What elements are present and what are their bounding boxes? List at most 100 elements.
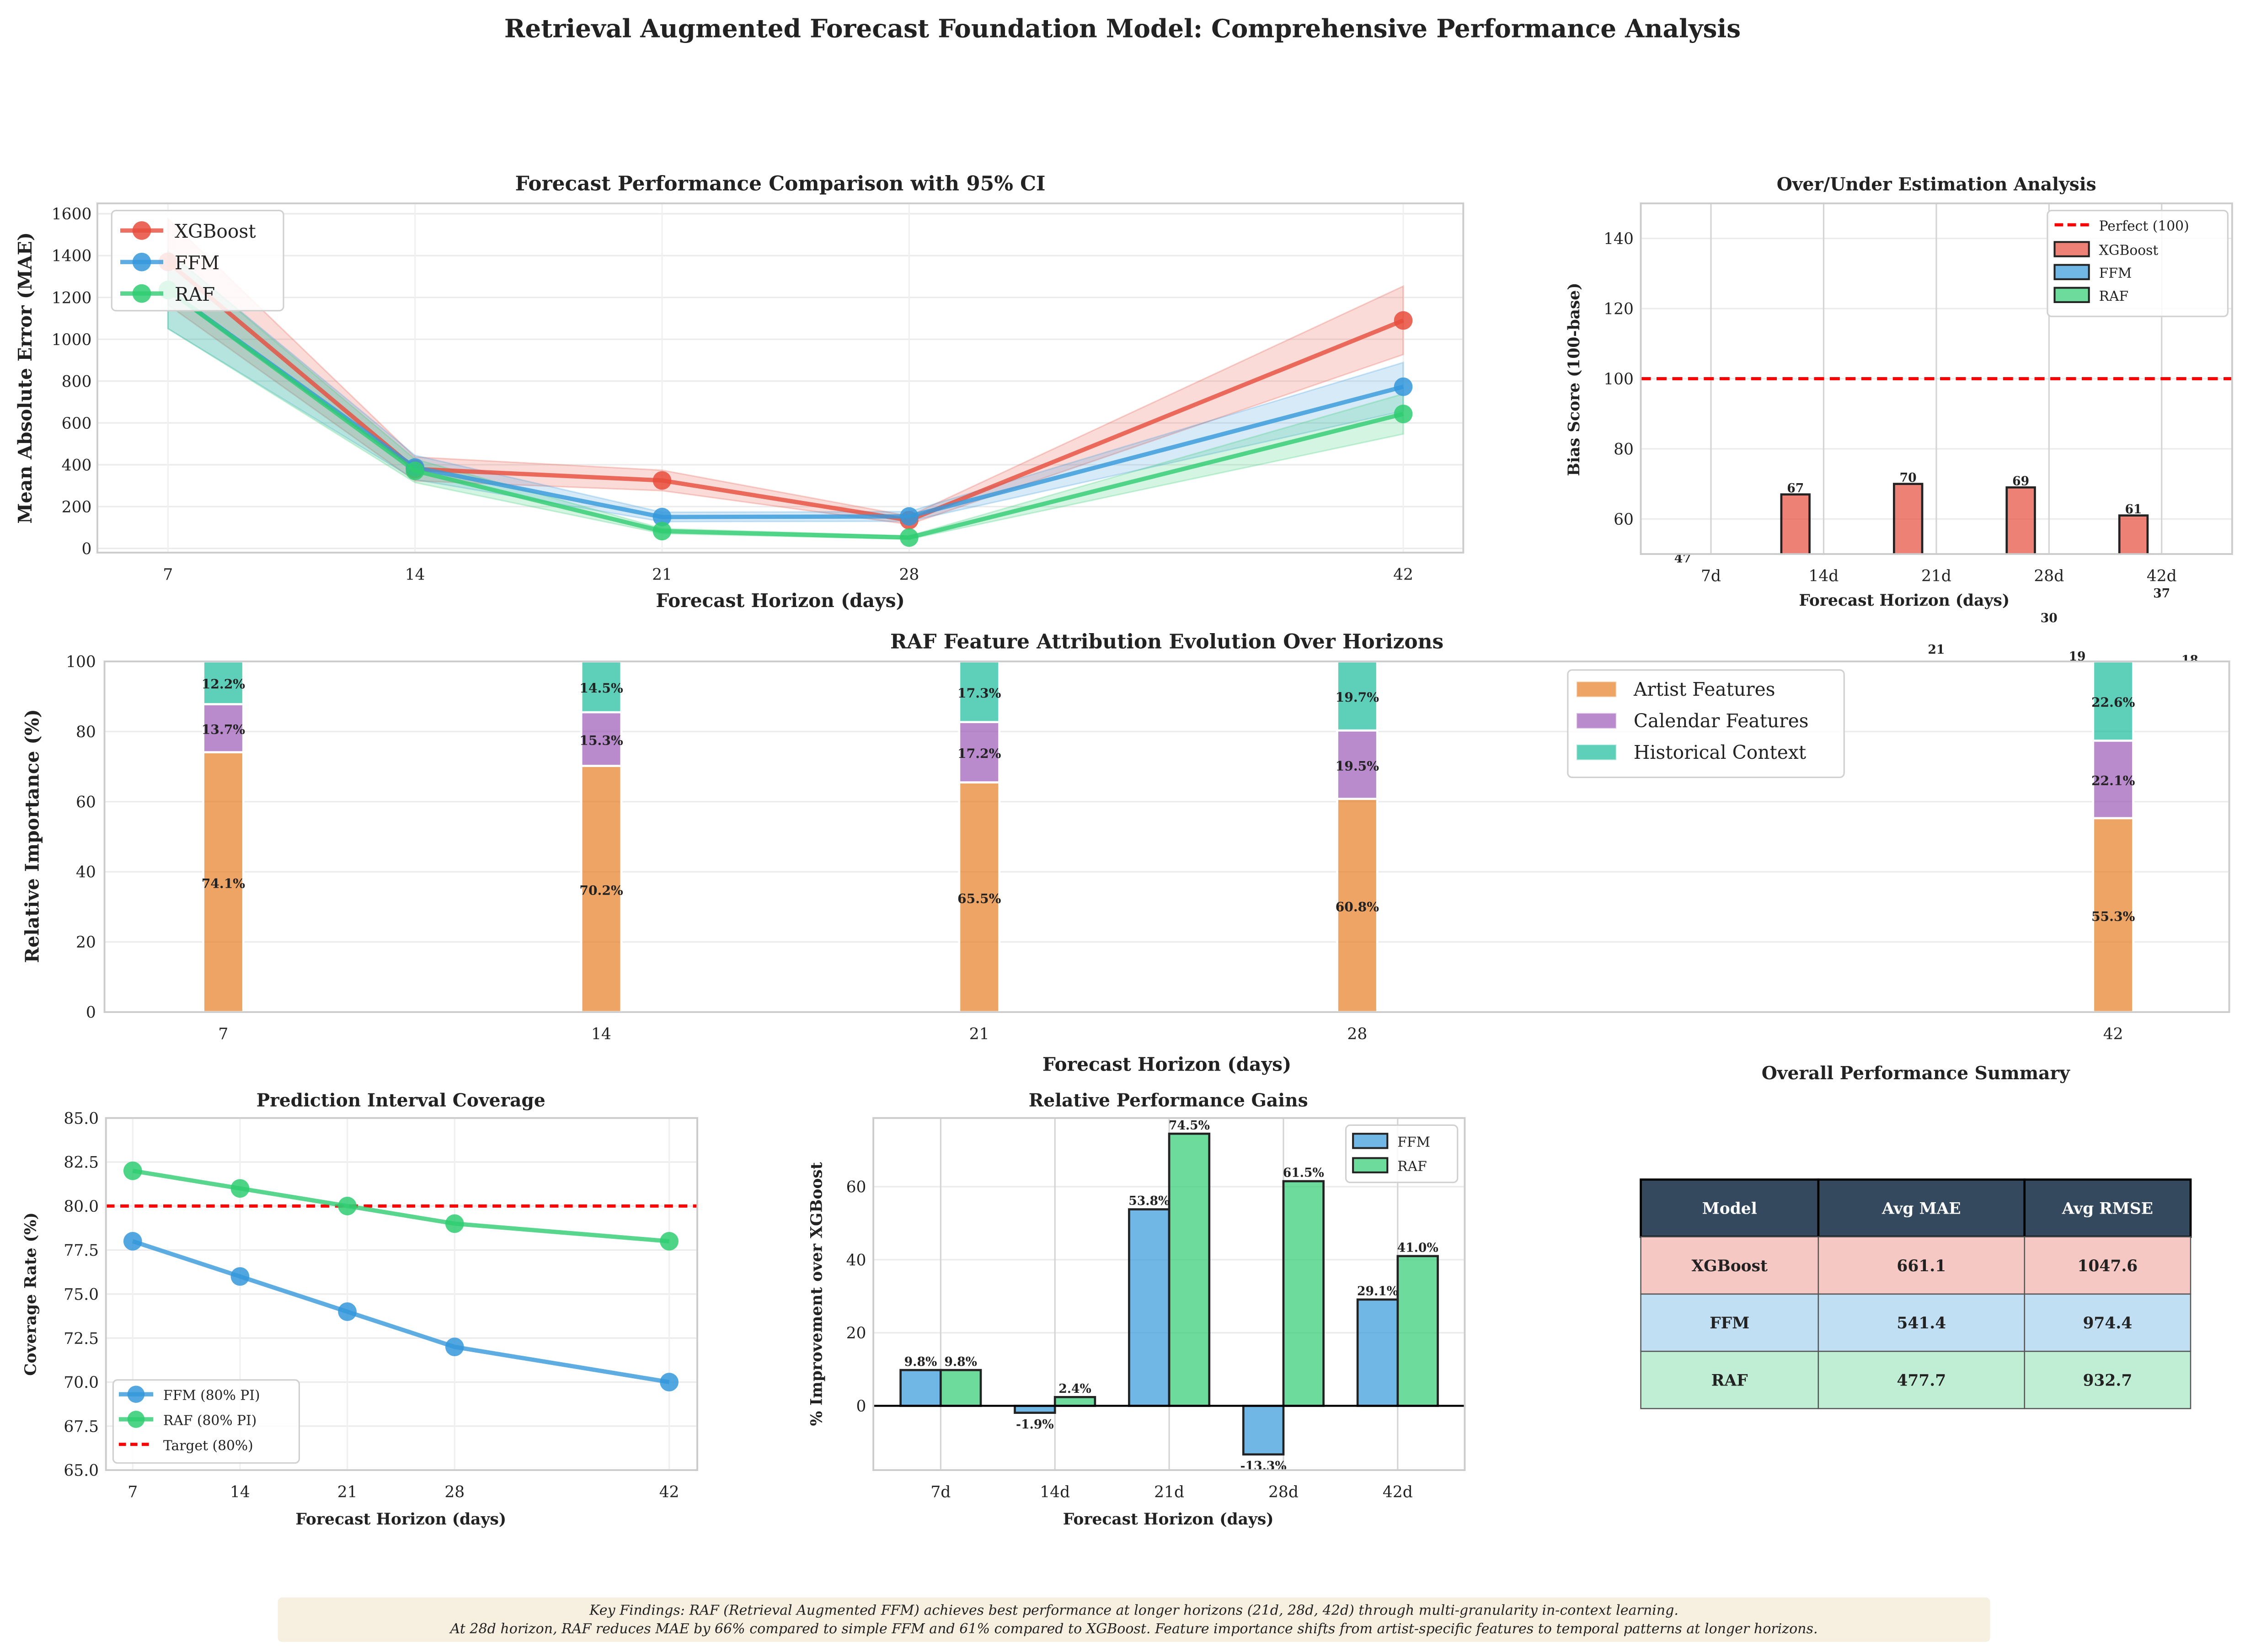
y-tick-label: 600: [62, 415, 92, 433]
bar-segment-historical: [2092, 660, 2134, 742]
bar-xgboost: [2005, 486, 2036, 554]
segment-value-label-historical: 19.7%: [1336, 690, 1379, 705]
legend-label: XGBoost: [2099, 243, 2159, 259]
bar-segment-calendar: [2092, 739, 2134, 820]
y-tick-label: 40: [76, 863, 96, 882]
x-tick-label: 21: [652, 565, 672, 584]
x-tick-label: 14: [405, 565, 425, 584]
point-ffm: [338, 1302, 357, 1321]
point-ffm: [899, 507, 919, 526]
bar-segment-calendar: [958, 721, 1000, 783]
point-ffm: [660, 1373, 679, 1391]
bar-value-label-raf: 9.8%: [944, 1355, 977, 1369]
table-cell-text: RAF: [1711, 1371, 1748, 1390]
segment-value-label-artist: 74.1%: [202, 876, 246, 891]
legend-label: Calendar Features: [1634, 710, 1809, 732]
bar-segment-calendar: [1336, 729, 1379, 800]
footnote-line: At 28d horizon, RAF reduces MAE by 66% c…: [449, 1621, 1818, 1637]
bar-value-label-ffm: 21: [1928, 643, 1945, 657]
bar-segment-historical: [202, 660, 245, 705]
x-tick-label: 28: [1347, 1025, 1367, 1044]
y-tick-label: 1400: [52, 247, 92, 266]
legend-label: RAF: [1397, 1159, 1427, 1175]
legend-label: FFM: [2099, 266, 2132, 282]
y-tick-label: 800: [62, 373, 92, 391]
bar-value-label-xgboost: 70: [1900, 471, 1917, 485]
y-tick-label: 0: [81, 540, 91, 558]
y-tick-label: 67.5: [64, 1418, 99, 1436]
table-header-cell: [2023, 1178, 2192, 1238]
bars: [1780, 483, 2149, 554]
x-tick-label: 42: [1393, 565, 1413, 584]
legend: Artist Features Calendar Features Historic…: [1567, 669, 1845, 778]
legend: FFM RAF: [1345, 1124, 1459, 1183]
legend-swatch: [1576, 681, 1617, 698]
y-tick-label: 82.5: [64, 1154, 99, 1172]
segment-value-label-historical: 14.5%: [579, 681, 623, 696]
bar-value-label-ffm: 29.1%: [1357, 1284, 1398, 1299]
segment-value-label-calendar: 19.5%: [1336, 758, 1379, 773]
bar-segment-artist: [580, 765, 623, 1013]
bar-raf: [939, 1369, 982, 1407]
y-axis-label: Bias Score (100-base): [1565, 282, 1583, 476]
bar-raf: [1396, 1255, 1439, 1407]
x-tick-label: 42d: [1383, 1483, 1413, 1502]
segment-value-label-artist: 55.3%: [2091, 909, 2135, 924]
chart-title: RAF Feature Attribution Evolution Over H…: [890, 630, 1443, 654]
legend-marker: [127, 1411, 145, 1428]
x-tick-label: 21: [969, 1025, 989, 1044]
axes-border: [872, 1117, 1466, 1471]
x-tick-label: 28d: [1268, 1483, 1299, 1502]
y-axis-label: % Improvement over XGBoost: [807, 1162, 826, 1426]
y-tick-label: 40: [846, 1251, 866, 1269]
footnote-box: [278, 1597, 1990, 1642]
bar-segment-historical: [580, 660, 623, 714]
bar-xgboost: [2118, 514, 2149, 554]
legend-label: FFM (80% PI): [163, 1388, 260, 1404]
legend-swatch: [1352, 1133, 1389, 1149]
table-cell-text: 661.1: [1897, 1257, 1946, 1275]
legend-box: [2047, 209, 2229, 317]
y-tick-label: 60: [76, 793, 96, 811]
x-tick-label: 14d: [1808, 567, 1839, 586]
table-header-label: Avg MAE: [1882, 1200, 1961, 1218]
x-tick-label: 7d: [930, 1483, 951, 1502]
table-cell-text: XGBoost: [1691, 1257, 1768, 1275]
point-raf: [1394, 405, 1413, 423]
axes-border: [96, 202, 1465, 554]
legend-label: XGBoost: [175, 220, 256, 242]
bar-value-label-xgboost: 67: [1787, 481, 1804, 496]
axes-border: [1640, 202, 2233, 555]
bar-value-label-ffm: 9.8%: [904, 1355, 937, 1369]
bar-segment-artist: [958, 781, 1000, 1013]
point-xgboost: [652, 471, 672, 490]
legend-swatch: [2053, 241, 2090, 257]
legend: XGBoost FFM RAF: [111, 209, 284, 312]
x-tick-label: 28d: [2034, 567, 2064, 586]
x-tick-label: 7: [218, 1025, 228, 1044]
bar-value-label-raf: 2.4%: [1058, 1382, 1091, 1396]
table-cell: [1640, 1350, 1819, 1409]
table-cell: [2024, 1236, 2192, 1295]
x-axis-label: Forecast Horizon (days): [1063, 1510, 1274, 1529]
bar-ffm: [1242, 1405, 1285, 1456]
mae-chart: 0 200 400 600 800 1000 1200 1400 1600 7 14 21 28 42 Fo…: [14, 172, 1465, 612]
legend-label: FFM: [1397, 1134, 1430, 1150]
bar-value-label-raf: 41.0%: [1397, 1241, 1438, 1255]
attribution-chart: 0 20 40 60 80 100 7 14 21 28 42 74.1% 13.7% 12.2% 70.2…: [21, 630, 2230, 1075]
y-tick-label: 100: [1604, 370, 1634, 389]
y-tick-label: 1600: [52, 205, 92, 224]
footnote-line: Key Findings: RAF (Retrieval Augmented F…: [589, 1602, 1678, 1618]
y-axis-label: Coverage Rate (%): [21, 1212, 40, 1376]
mae-axes: [96, 202, 1465, 554]
legend-label: RAF (80% PI): [163, 1412, 257, 1428]
x-tick-label: 42: [2103, 1025, 2123, 1044]
legend-label: Artist Features: [1633, 678, 1775, 700]
chart-title: Prediction Interval Coverage: [257, 1090, 545, 1111]
point-raf: [123, 1161, 142, 1180]
y-tick-label: 0: [86, 1004, 96, 1022]
legend-box: [112, 1379, 300, 1464]
